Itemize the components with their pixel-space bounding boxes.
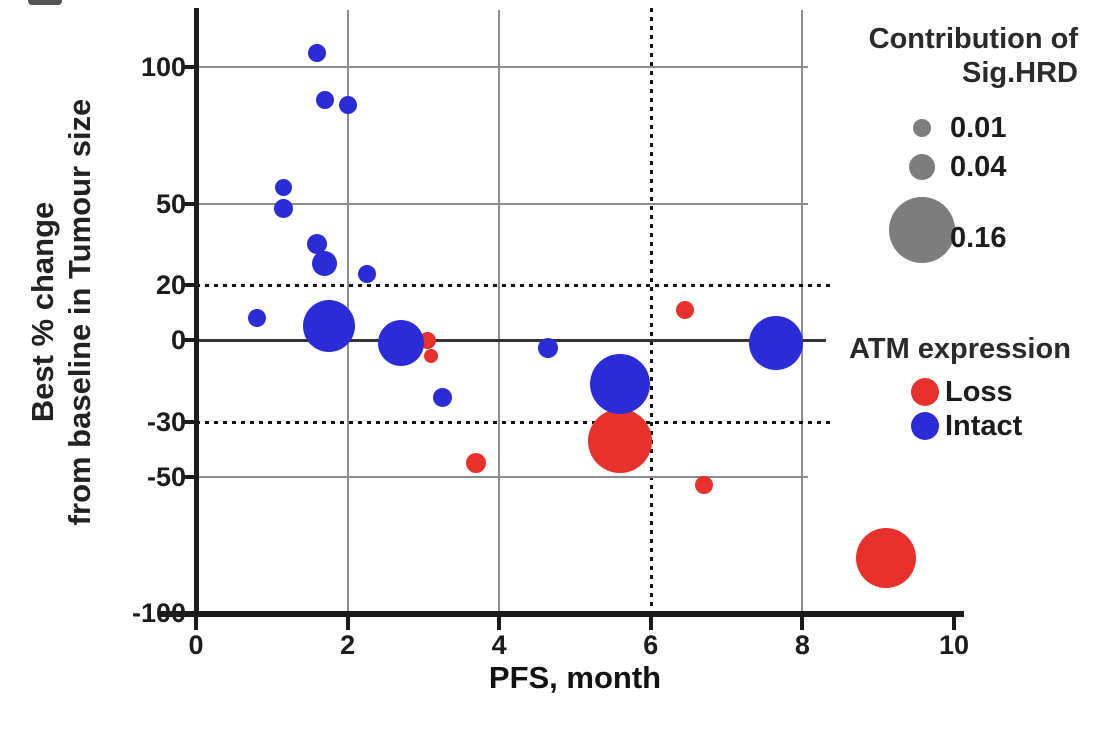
color-legend-label: Intact: [945, 410, 1023, 442]
data-point-loss: [694, 475, 713, 494]
data-point-loss: [675, 300, 694, 319]
x-axis-tick: [497, 617, 502, 630]
color-legend-title: ATM expression: [849, 333, 1071, 365]
data-point-intact: [247, 309, 266, 328]
y-axis-tick: [182, 474, 195, 479]
size-legend-bubble: [889, 197, 955, 263]
horizontal-dotted-line: [196, 420, 832, 424]
data-point-loss: [423, 349, 438, 364]
y-axis-tick: [182, 65, 195, 69]
x-axis-tick: [194, 617, 198, 630]
size-legend-value: 0.16: [950, 222, 1007, 254]
data-point-intact: [312, 251, 338, 277]
size-legend-value: 0.04: [950, 151, 1007, 183]
size-legend-bubble: [913, 119, 931, 137]
x-tick-label: 6: [643, 630, 659, 660]
x-tick-label: 2: [340, 630, 356, 660]
y-axis-line: [194, 8, 199, 616]
y-tick-label: 0: [170, 325, 186, 355]
y-axis-tick: [182, 611, 195, 615]
x-axis-tick: [952, 617, 956, 630]
cropped-label-artifact: [28, 0, 62, 5]
x-axis-tick: [800, 617, 805, 630]
horizontal-gridline: [196, 66, 808, 68]
y-axis-tick: [182, 201, 195, 206]
data-point-intact: [315, 90, 334, 109]
data-point-intact: [302, 300, 355, 353]
data-point-loss: [466, 452, 487, 473]
y-axis-tick: [182, 419, 195, 424]
y-axis-title-line1: Best % change: [25, 201, 60, 423]
data-point-intact: [338, 96, 357, 115]
x-axis-tick: [648, 617, 653, 630]
size-legend-bubble: [909, 154, 935, 180]
x-tick-label: 4: [491, 630, 507, 660]
x-tick-label: 0: [188, 630, 204, 660]
vertical-gridline: [498, 10, 501, 611]
data-point-loss: [855, 528, 916, 589]
color-legend-swatch-intact: [911, 412, 939, 440]
x-axis-tick: [345, 617, 350, 630]
y-axis-tick: [182, 338, 195, 342]
y-tick-label: -50: [146, 461, 186, 492]
data-point-intact: [273, 199, 293, 219]
zero-line: [196, 339, 826, 342]
horizontal-gridline: [196, 202, 808, 205]
y-axis-title-line2: from baseline in Tumour size: [62, 98, 97, 526]
vertical-dotted-line: [649, 8, 653, 611]
data-point-loss: [588, 409, 653, 473]
y-axis-tick: [182, 283, 195, 288]
data-point-intact: [357, 265, 376, 284]
y-tick-label: 100: [140, 52, 186, 82]
data-point-intact: [538, 338, 559, 359]
size-legend-value: 0.01: [950, 112, 1007, 144]
x-axis-title: PFS, month: [488, 660, 662, 695]
data-point-intact: [274, 178, 292, 196]
vertical-gridline: [801, 10, 804, 611]
horizontal-dotted-line: [196, 284, 832, 288]
data-point-intact: [590, 353, 651, 414]
color-legend-swatch-loss: [911, 378, 939, 406]
color-legend-label: Loss: [945, 376, 1013, 408]
x-axis-line: [158, 611, 964, 617]
data-point-intact: [748, 315, 803, 370]
x-tick-label: 10: [938, 630, 970, 660]
data-point-intact: [432, 387, 452, 407]
size-legend-title-line1: Contribution of: [868, 23, 1078, 55]
y-tick-label: -100: [131, 598, 186, 628]
data-point-intact: [308, 44, 327, 63]
size-legend-title-line2: Sig.HRD: [962, 57, 1078, 89]
horizontal-gridline: [196, 475, 808, 478]
data-point-intact: [307, 234, 328, 255]
y-axis-title: Best % change from baseline in Tumour si…: [24, 2, 100, 622]
data-point-intact: [377, 319, 424, 366]
y-tick-label: 50: [155, 188, 186, 219]
x-tick-label: 8: [794, 630, 810, 660]
y-tick-label: -30: [146, 406, 186, 437]
y-tick-label: 20: [155, 270, 186, 301]
size-legend-title: Contribution of Sig.HRD: [778, 22, 1078, 90]
